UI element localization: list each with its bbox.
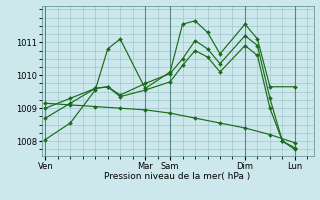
X-axis label: Pression niveau de la mer( hPa ): Pression niveau de la mer( hPa ) <box>104 172 251 181</box>
